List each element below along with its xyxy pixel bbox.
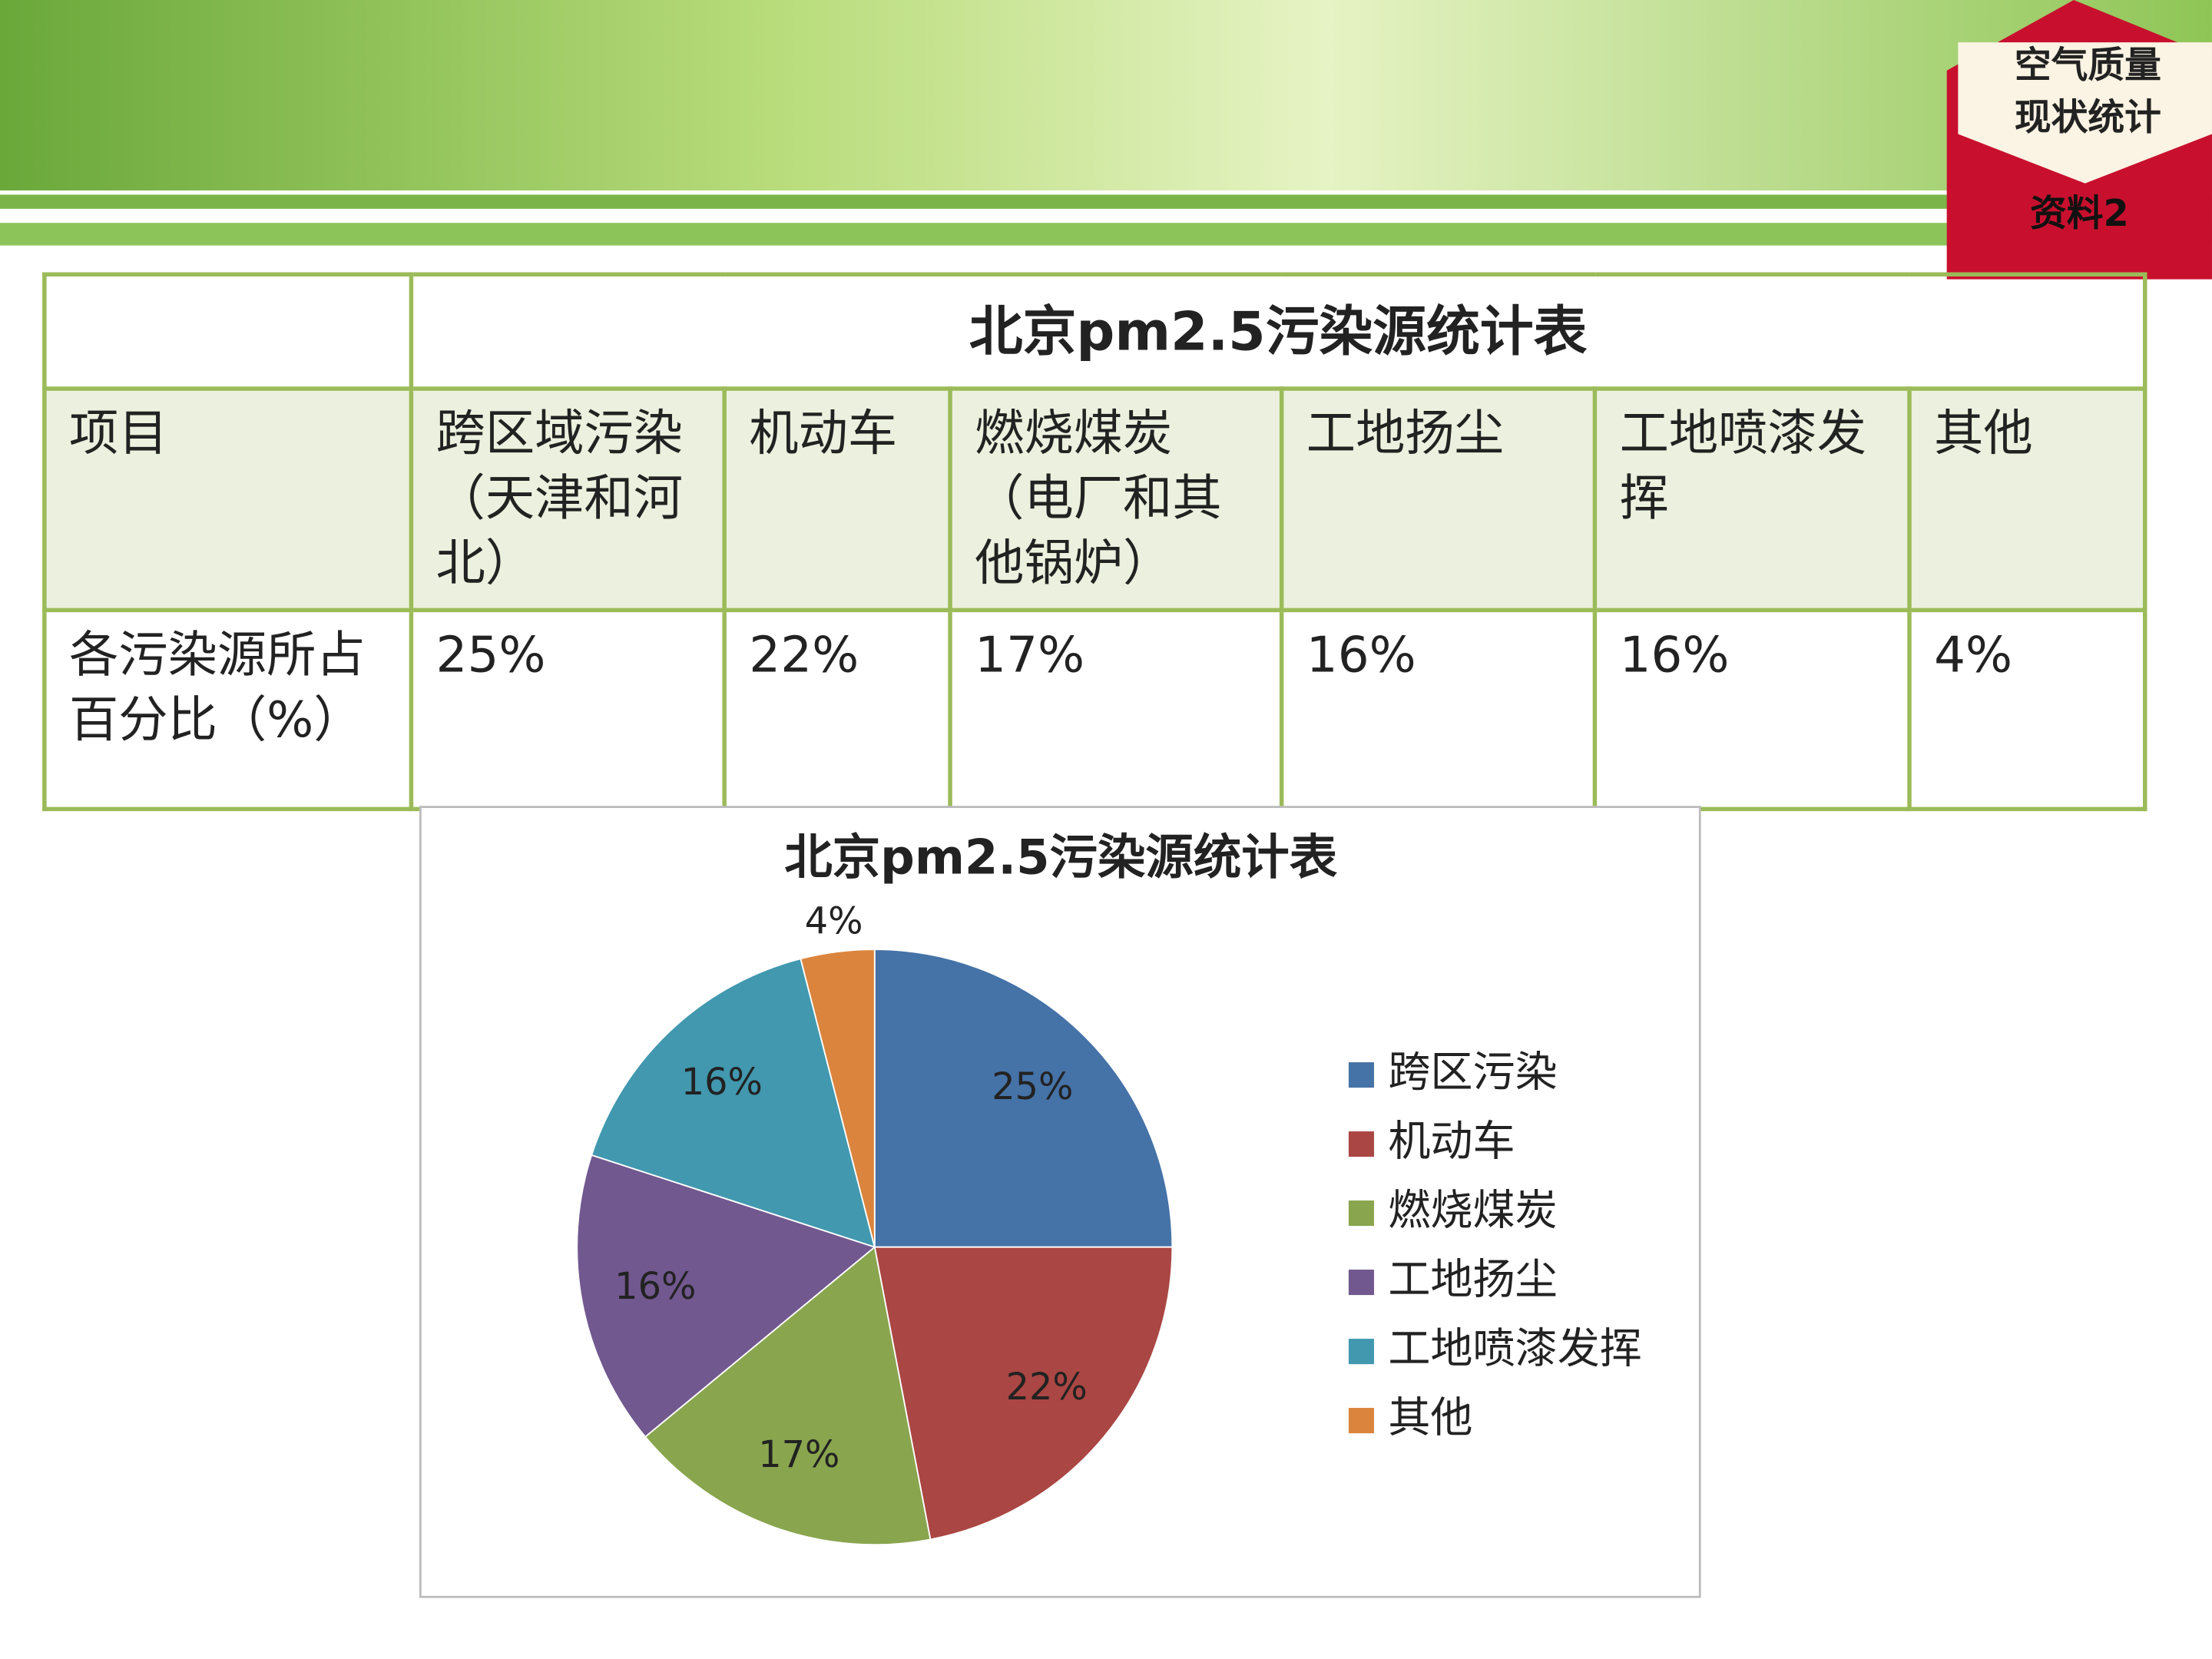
badge-line: 空气质量 (2015, 45, 2161, 87)
legend-swatch (1348, 1408, 1374, 1434)
header-cell: 工地扬尘 (1279, 386, 1598, 613)
header-cell: 燃烧煤炭（电厂和其他锅炉） (948, 386, 1284, 613)
header-cell: 工地喷漆发挥 (1592, 386, 1912, 613)
badge-label: 资料2 (2030, 193, 2129, 235)
data-table: 北京pm2.5污染源统计表 项目 跨区域污染（天津和河北） 机动车 燃烧煤炭（电厂和其他… (42, 272, 2147, 812)
empty-cell (42, 272, 414, 391)
header-cell: 其他 (1907, 386, 2147, 613)
table-row: 各污染源所占百分比（%） 25% 22% 17% 16% 16% 4% (42, 608, 2147, 812)
legend-swatch (1348, 1339, 1374, 1365)
pie-slice (800, 949, 876, 1247)
table-row: 项目 跨区域污染（天津和河北） 机动车 燃烧煤炭（电厂和其他锅炉） 工地扬尘 工地喷漆发挥… (42, 386, 2147, 613)
table-row: 北京pm2.5污染源统计表 (42, 272, 2147, 391)
badge-card (1958, 42, 2212, 184)
pie-slice (576, 1154, 876, 1439)
header-banner: 空气质量 现状统计 资料2 (0, 0, 2212, 280)
legend-swatch (1348, 1200, 1374, 1227)
pie-slice (591, 958, 876, 1249)
pie-slice (873, 1246, 1174, 1541)
stripe (0, 223, 2212, 246)
legend-label: 燃烧煤炭 (1388, 1186, 1557, 1235)
header-cell: 项目 (42, 386, 414, 613)
legend-label: 其他 (1388, 1393, 1472, 1442)
data-cell: 16% (1592, 608, 1912, 812)
pie-slice (873, 949, 1174, 1248)
legend-swatch (1348, 1062, 1374, 1088)
header-cell: 机动车 (722, 386, 952, 613)
legend-swatch (1348, 1131, 1374, 1157)
leaf-background (0, 0, 2212, 190)
data-label: 16% (614, 1266, 696, 1308)
data-label: 25% (992, 1066, 1073, 1108)
data-label: 22% (1006, 1366, 1088, 1409)
data-label: 4% (805, 901, 863, 943)
data-label: 16% (681, 1061, 763, 1104)
data-cell: 各污染源所占百分比（%） (42, 608, 414, 812)
chart-title: 北京pm2.5污染源统计表 (784, 829, 1337, 885)
legend-label: 工地喷漆发挥 (1388, 1324, 1642, 1373)
data-cell: 4% (1907, 608, 2147, 812)
legend-label: 机动车 (1388, 1117, 1515, 1166)
legend-label: 工地扬尘 (1388, 1255, 1557, 1304)
badge-line: 现状统计 (2015, 97, 2161, 139)
data-cell: 16% (1279, 608, 1598, 812)
legend-label: 跨区污染 (1388, 1048, 1557, 1097)
data-cell: 25% (409, 608, 727, 812)
header-cell: 跨区域污染（天津和河北） (409, 386, 727, 613)
chart-frame (419, 806, 1701, 1598)
data-label: 17% (758, 1434, 839, 1476)
table-title: 北京pm2.5污染源统计表 (409, 272, 2147, 391)
pie-slice (644, 1245, 932, 1546)
data-cell: 22% (722, 608, 952, 812)
stripe (0, 194, 2212, 209)
legend-swatch (1348, 1270, 1374, 1296)
data-cell: 17% (948, 608, 1284, 812)
